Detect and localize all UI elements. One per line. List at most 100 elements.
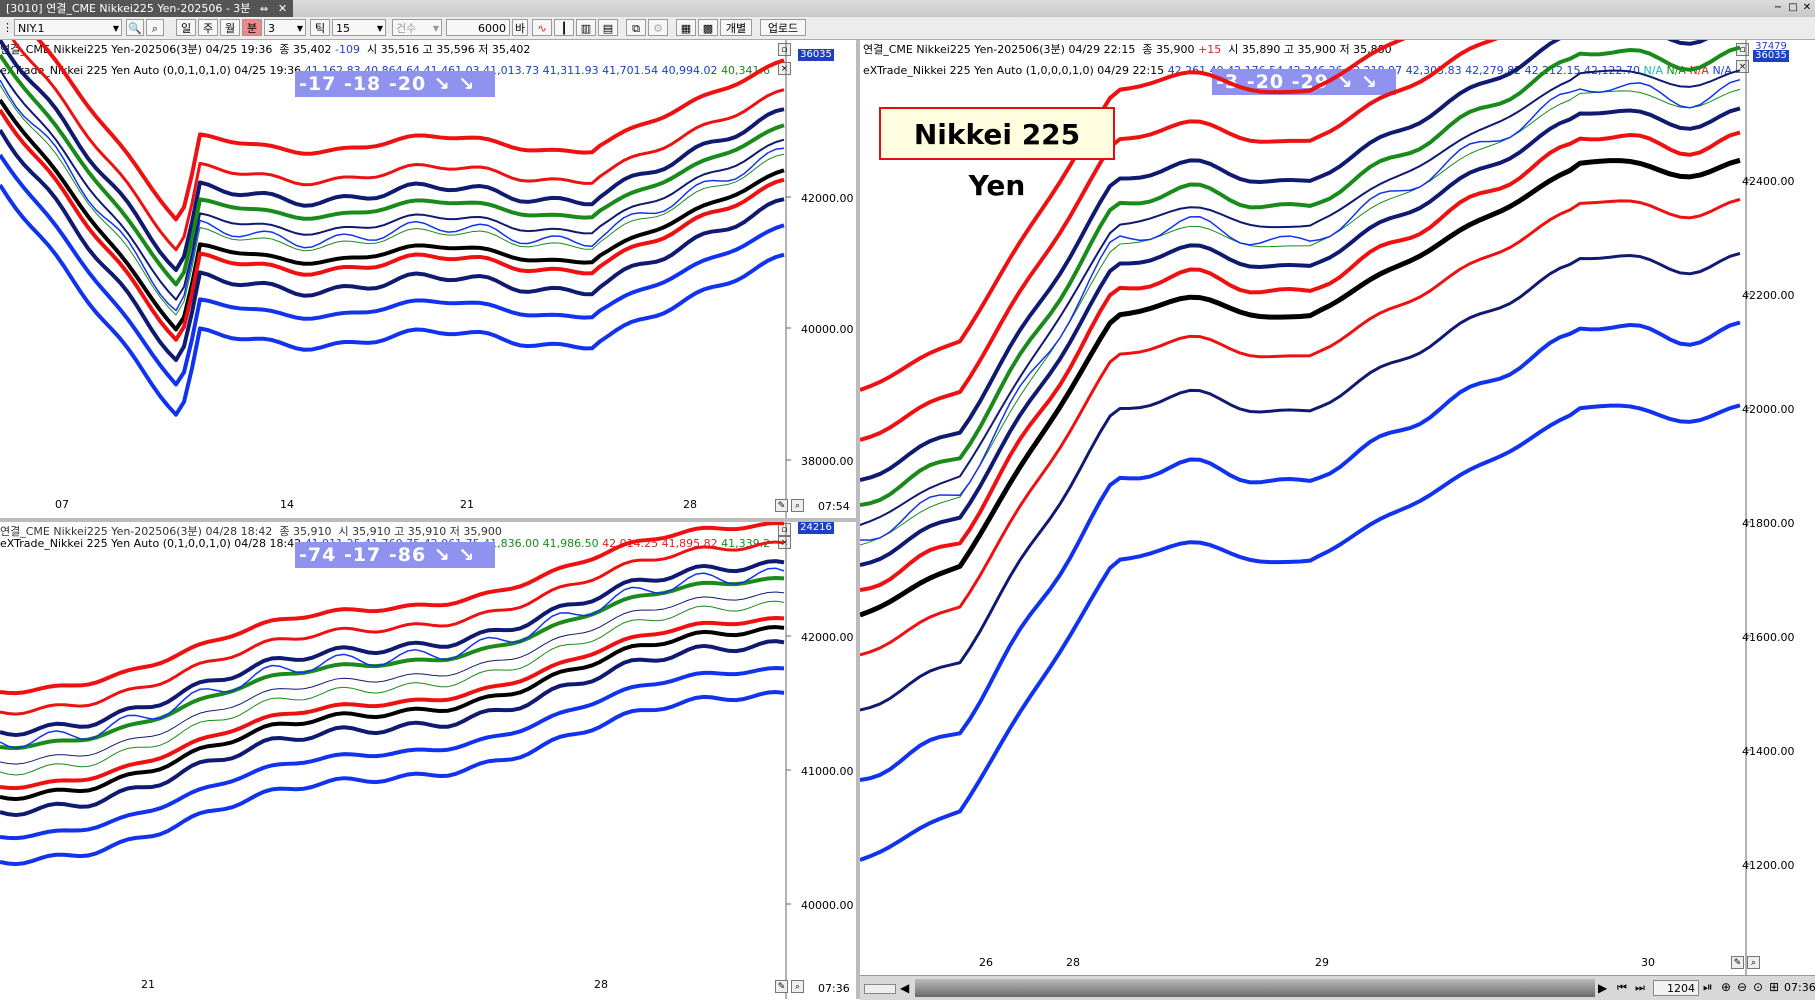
symbol-select[interactable]: NIY.1 ▼ [14,19,122,36]
indicator-line [860,88,1741,546]
y-tick-label: 41600.00 [1742,631,1795,644]
edit-icon[interactable]: ✎ [775,499,788,512]
indicator-na: N/A [1643,64,1663,77]
panel-divider-horizontal[interactable] [0,518,856,522]
indicator-line [0,153,785,387]
symbol-name: 연결_CME Nikkei225 Yen-202506(3분) [0,525,202,538]
signal-badge: -17 -18 -20 ↘ ↘ [295,71,495,97]
window-tab[interactable]: [3010] 연결_CME Nikkei225 Yen-202506 - 3분 … [0,0,294,17]
settings-icon[interactable]: ⚙ [648,19,668,36]
maximize-icon[interactable]: □ [1788,2,1798,13]
chart-panel-bottom-left[interactable]: 연결_CME Nikkei225 Yen-202506(3분) 04/28 18… [0,522,856,999]
zoom-out-icon[interactable]: ⊖ [1737,980,1748,994]
link-icon[interactable]: ⇔ [259,4,269,15]
x-tick-label: 28 [594,978,608,991]
zoom-reset-icon[interactable]: ⊙ [1753,980,1764,994]
panel-close-icon[interactable]: × [778,62,791,75]
volume-icon[interactable]: ▤ [598,19,618,36]
period-day-button[interactable]: 일 [176,19,196,36]
chart-title-box: Nikkei 225 Yen [879,107,1115,202]
x-tick-label: 29 [1315,956,1329,969]
tick-button[interactable]: 틱 [310,19,330,36]
scroll-handle-icon[interactable] [864,984,896,994]
chevron-down-icon: ▼ [376,24,383,33]
single-button[interactable]: 개별 [720,19,752,36]
chart-canvas[interactable] [0,522,856,999]
edit-icon[interactable]: ✎ [1731,956,1744,969]
toolbar: ⋮ NIY.1 ▼ 🔍 ⌕ 일 주 월 분 3 ▼ 틱 15 ▼ 건수 ▼ 6000 바… [0,17,1815,40]
zoom-icon[interactable]: ⌕ [791,980,804,993]
chart-canvas[interactable] [0,40,856,518]
panel-header-price: 연결_CME Nikkei225 Yen-202506(3분) 04/29 22… [863,43,1392,56]
chart-canvas[interactable] [860,40,1815,975]
time-label: 07:36 [818,982,850,995]
scroll-prev-icon[interactable]: ⏮ [1617,981,1627,994]
indicator-line [860,403,1741,862]
scroll-track[interactable] [915,979,1595,997]
chart-scrollbar[interactable]: ◀ ▶ ⏮ ⏭ 1204 ⏯ ⊕ ⊖ ⊙ ⊞ 07:36 [860,975,1815,1000]
search-settings-icon[interactable]: ⌕ [146,19,164,36]
period-week-button[interactable]: 주 [198,19,218,36]
symbol-name: 연결_CME Nikkei225 Yen-202506(3분) [863,43,1065,56]
zoom-fit-icon[interactable]: ⊞ [1769,980,1780,994]
indicator-line [0,40,785,273]
scroll-next-icon[interactable]: ⏭ [1635,981,1645,994]
bar-chart-icon[interactable]: ▥ [576,19,596,36]
low-label: 저 [478,43,489,56]
count-select[interactable]: 건수 ▼ [392,19,442,36]
zoom-icon[interactable]: ⌕ [791,499,804,512]
tick-select[interactable]: 15 ▼ [332,19,386,36]
symbol-value: NIY.1 [18,22,45,35]
zoom-in-icon[interactable]: ⊕ [1721,980,1732,994]
line-chart-icon[interactable]: ∿ [532,19,552,36]
search-icon[interactable]: 🔍 [126,19,144,36]
indicator-line [860,40,1406,392]
indicator-line [860,320,1741,782]
bars-suffix: 바 [512,19,528,36]
indicator-line [0,639,785,818]
chart-panel-right[interactable]: 연결_CME Nikkei225 Yen-202506(3분) 04/29 22… [860,40,1815,975]
panel-divider-vertical[interactable] [856,40,860,999]
edit-icon[interactable]: ✎ [775,980,788,993]
candle-icon[interactable]: ┃ [554,19,574,36]
indicator-line [0,53,785,287]
bars-input[interactable]: 6000 [446,19,510,36]
layout-icon[interactable]: ▦ [676,19,696,36]
zoom-icon[interactable]: ⌕ [1747,956,1760,969]
close-label: 종 [1142,43,1153,56]
header-datetime: 04/29 22:15 [1068,43,1136,56]
chart-panel-top-left[interactable]: 연결_CME Nikkei225 Yen-202506(3분) 04/25 19… [0,40,856,518]
high-label: 고 [422,43,433,56]
indicator-line [0,128,785,363]
grid-icon[interactable]: ▩ [698,19,718,36]
upload-button[interactable]: 업로드 [760,19,806,36]
copy-icon[interactable]: ⧉ [626,19,646,36]
panel-minimize-icon[interactable]: ▫ [778,43,791,56]
visible-bars-input[interactable]: 1204 [1653,980,1699,996]
close-tab-icon[interactable]: ✕ [277,2,288,15]
indicator-line [860,40,1499,442]
interval-select[interactable]: 3 ▼ [264,19,306,36]
period-month-button[interactable]: 월 [220,19,240,36]
chevron-down-icon: ▼ [112,24,119,33]
y-tick-label: 42000.00 [801,192,854,205]
close-window-icon[interactable]: ✕ [1802,2,1812,13]
price-line [0,79,785,312]
y-tick-label: 40000.00 [801,323,854,336]
grip-icon: ⋮ [2,21,13,34]
y-tick-label: 41200.00 [1742,859,1795,872]
indicator-line [0,98,785,332]
minimize-icon[interactable]: − [1773,2,1783,13]
scroll-end-icon[interactable]: ⏯ [1703,980,1713,994]
scroll-left-icon[interactable]: ◀ [900,981,910,995]
close-label: 종 [279,525,290,538]
indicator-line [860,251,1741,712]
panel-minimize-icon[interactable]: ▫ [778,523,791,536]
y-tick-label: 41000.00 [801,765,854,778]
period-minute-button[interactable]: 분 [242,19,262,36]
indicator-datetime: 04/25 19:36 [234,64,302,77]
indicator-params: (0,0,1,0,1,0) [162,64,231,77]
x-tick-label: 28 [1066,956,1080,969]
high-value: 35,900 [1297,43,1336,56]
scroll-right-icon[interactable]: ▶ [1598,981,1608,995]
